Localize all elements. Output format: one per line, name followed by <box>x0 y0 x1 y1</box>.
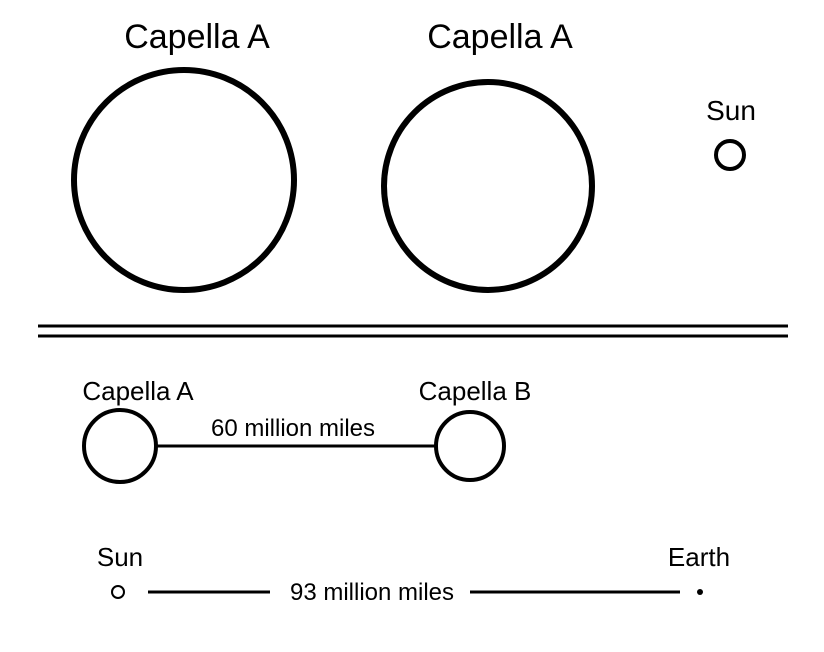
capella-a1-label: Capella A <box>124 18 270 56</box>
capella-a1-circle <box>74 70 294 290</box>
capella-a-mid-label: Capella A <box>82 376 194 406</box>
sun-top-circle <box>716 141 744 169</box>
earth-dot <box>697 589 703 595</box>
capella-a2-label: Capella A <box>427 18 573 56</box>
earth-label: Earth <box>668 542 730 572</box>
capella-a2-circle <box>384 82 592 290</box>
sun-bottom-label: Sun <box>97 542 143 572</box>
capella-distance-label: 60 million miles <box>211 415 375 442</box>
capella-b-mid-circle <box>436 412 504 480</box>
capella-b-mid-label: Capella B <box>419 376 532 406</box>
sun-bottom-circle <box>112 586 124 598</box>
sun-earth-distance-label: 93 million miles <box>290 579 454 606</box>
sun-top-label: Sun <box>706 95 756 126</box>
capella-a-mid-circle <box>84 410 156 482</box>
